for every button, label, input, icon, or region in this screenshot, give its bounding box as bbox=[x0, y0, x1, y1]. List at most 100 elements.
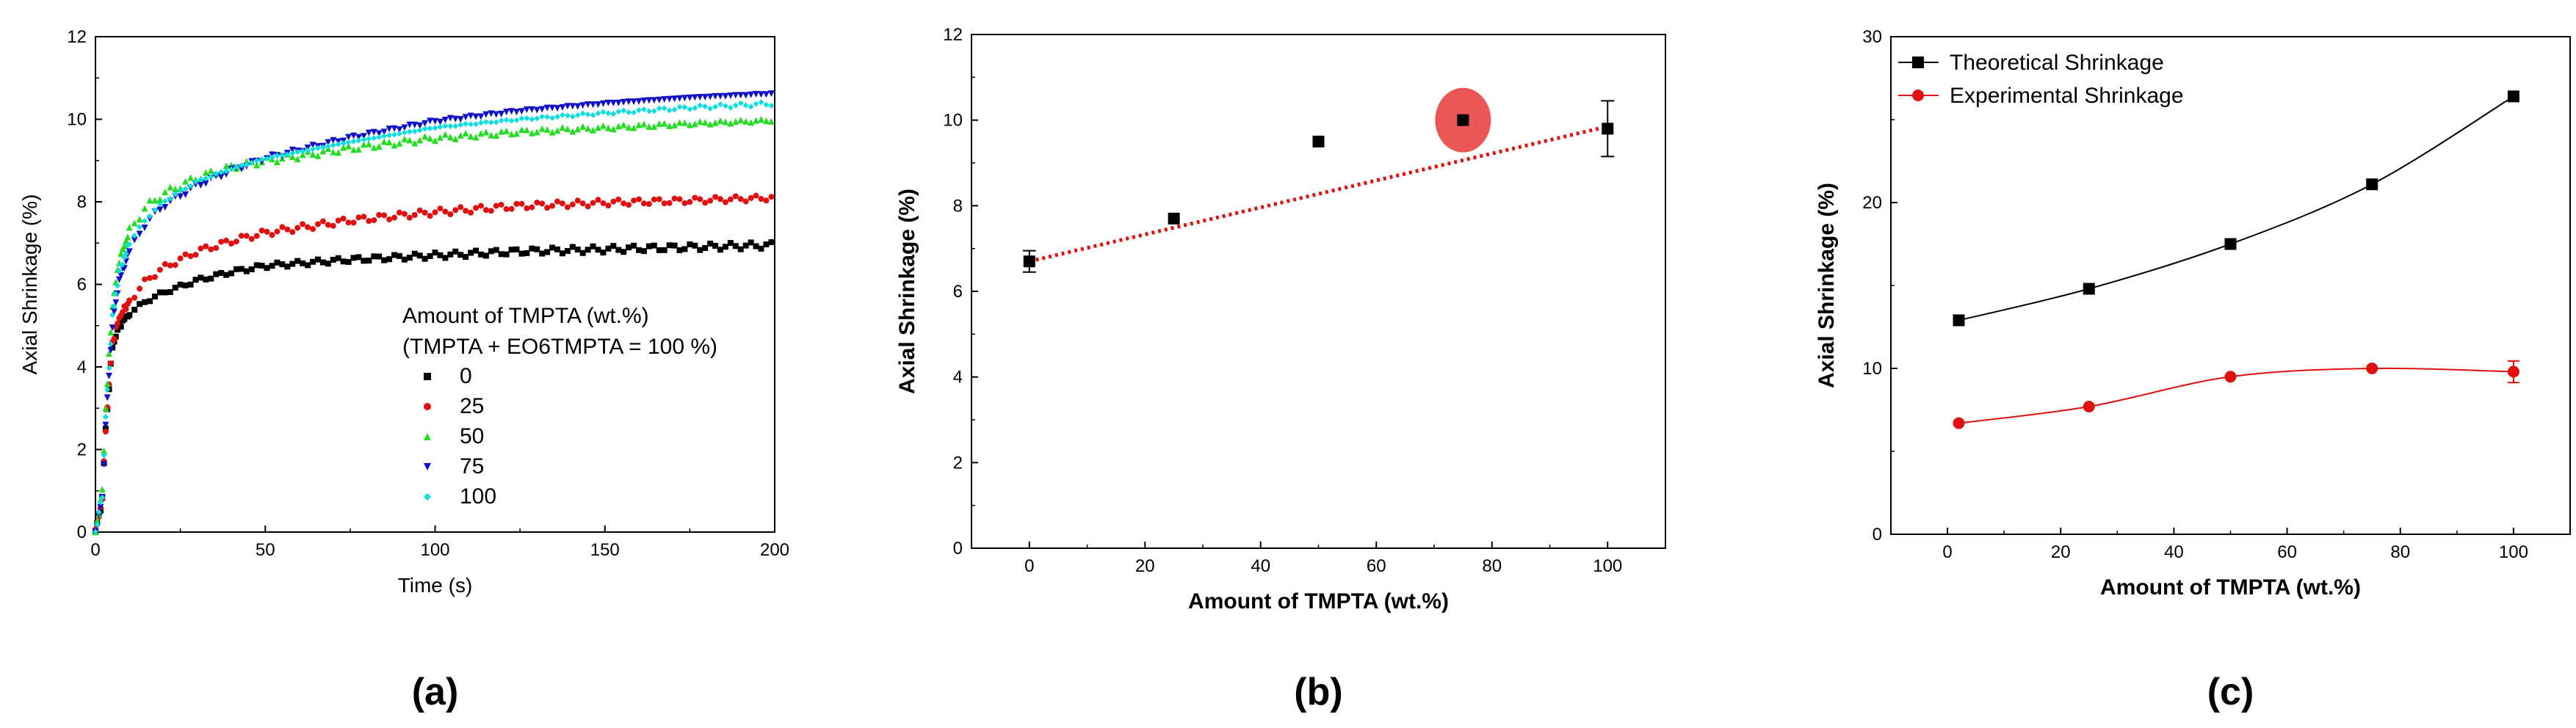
data-point bbox=[645, 97, 653, 104]
data-point bbox=[167, 262, 173, 269]
data-point bbox=[350, 138, 357, 145]
data-point bbox=[615, 123, 622, 130]
data-point bbox=[355, 145, 362, 153]
y-tick-label: 8 bbox=[953, 196, 963, 216]
data-point bbox=[238, 266, 245, 272]
data-point bbox=[182, 178, 189, 185]
data-point bbox=[488, 110, 495, 117]
data-point bbox=[712, 92, 719, 100]
data-point bbox=[422, 133, 429, 140]
data-point bbox=[543, 104, 551, 112]
data-point bbox=[162, 203, 169, 211]
data-point bbox=[411, 128, 418, 134]
data-point bbox=[207, 167, 214, 174]
y-tick-label: 12 bbox=[943, 25, 963, 45]
data-point bbox=[722, 103, 728, 109]
data-point bbox=[117, 324, 124, 330]
legend-marker bbox=[424, 493, 431, 500]
legend-label: 25 bbox=[460, 394, 484, 418]
data-point bbox=[101, 447, 108, 454]
data-point bbox=[325, 222, 331, 228]
y-tick-label: 10 bbox=[943, 111, 963, 131]
data-point bbox=[498, 110, 505, 117]
data-point bbox=[737, 100, 744, 106]
data-point bbox=[299, 151, 306, 159]
data-point bbox=[621, 249, 627, 255]
data-point bbox=[503, 109, 510, 116]
data-point bbox=[579, 250, 586, 256]
data-point bbox=[585, 247, 591, 253]
data-point bbox=[172, 191, 178, 197]
data-point bbox=[681, 119, 688, 126]
data-point bbox=[574, 112, 581, 118]
data-point bbox=[197, 181, 204, 189]
data-point bbox=[107, 329, 115, 336]
data-point bbox=[442, 208, 449, 215]
data-point bbox=[213, 244, 220, 251]
data-point bbox=[768, 102, 775, 109]
x-tick-label: 20 bbox=[1135, 556, 1155, 576]
data-point bbox=[141, 225, 148, 232]
data-point bbox=[411, 211, 418, 218]
data-point bbox=[401, 124, 408, 131]
legend-marker bbox=[424, 373, 431, 380]
data-point bbox=[305, 147, 311, 153]
data-point bbox=[656, 96, 663, 103]
data-point bbox=[381, 212, 388, 219]
legend-marker bbox=[1912, 57, 1924, 68]
data-point bbox=[264, 265, 270, 272]
data-point bbox=[289, 229, 296, 236]
x-tick-label: 200 bbox=[760, 540, 789, 560]
data-point bbox=[432, 136, 438, 144]
data-point bbox=[758, 99, 764, 106]
data-point bbox=[574, 247, 581, 253]
data-point bbox=[645, 200, 652, 207]
data-point bbox=[192, 277, 199, 283]
data-point bbox=[763, 101, 770, 108]
data-point bbox=[233, 239, 239, 245]
data-point bbox=[305, 224, 311, 230]
data-point bbox=[99, 494, 106, 500]
legend-marker bbox=[1912, 90, 1924, 101]
data-point bbox=[151, 274, 158, 280]
data-point bbox=[539, 114, 546, 120]
data-point bbox=[335, 217, 341, 224]
series-50 bbox=[92, 116, 775, 536]
data-point bbox=[396, 252, 402, 259]
data-point bbox=[595, 101, 601, 109]
data-point bbox=[758, 245, 764, 252]
data-point bbox=[411, 139, 419, 147]
data-point bbox=[167, 195, 173, 202]
data-point bbox=[396, 209, 402, 216]
data-point bbox=[142, 299, 148, 305]
data-point bbox=[615, 247, 622, 253]
data-point bbox=[248, 266, 255, 272]
data-point bbox=[508, 247, 515, 253]
y-tick-label: 12 bbox=[67, 27, 87, 47]
data-point bbox=[102, 421, 109, 429]
panel-a: 0 50 100 150 200 0 2 4 6 8 10 12 Time (s) Axial Shrin… bbox=[18, 27, 789, 713]
data-point bbox=[590, 126, 597, 134]
data-point bbox=[712, 119, 719, 126]
data-point bbox=[355, 134, 362, 141]
data-point bbox=[477, 120, 484, 126]
data-point bbox=[437, 252, 444, 258]
data-point bbox=[656, 105, 662, 112]
data-point bbox=[732, 193, 739, 200]
data-point bbox=[147, 213, 153, 219]
data-point bbox=[146, 197, 153, 204]
data-point bbox=[666, 242, 673, 249]
data-point bbox=[202, 169, 209, 176]
data-point bbox=[222, 162, 230, 170]
data-point bbox=[482, 111, 490, 118]
data-point bbox=[692, 242, 698, 249]
data-point bbox=[300, 148, 306, 155]
data-point bbox=[661, 96, 668, 103]
data-point bbox=[742, 198, 749, 205]
data-point bbox=[768, 239, 775, 245]
data-point bbox=[767, 117, 775, 125]
data-point bbox=[406, 136, 413, 144]
data-point bbox=[101, 461, 108, 468]
legend: Amount of TMPTA (wt.%) (TMPTA + EO6TMPTA … bbox=[316, 292, 771, 520]
data-point bbox=[621, 107, 627, 114]
